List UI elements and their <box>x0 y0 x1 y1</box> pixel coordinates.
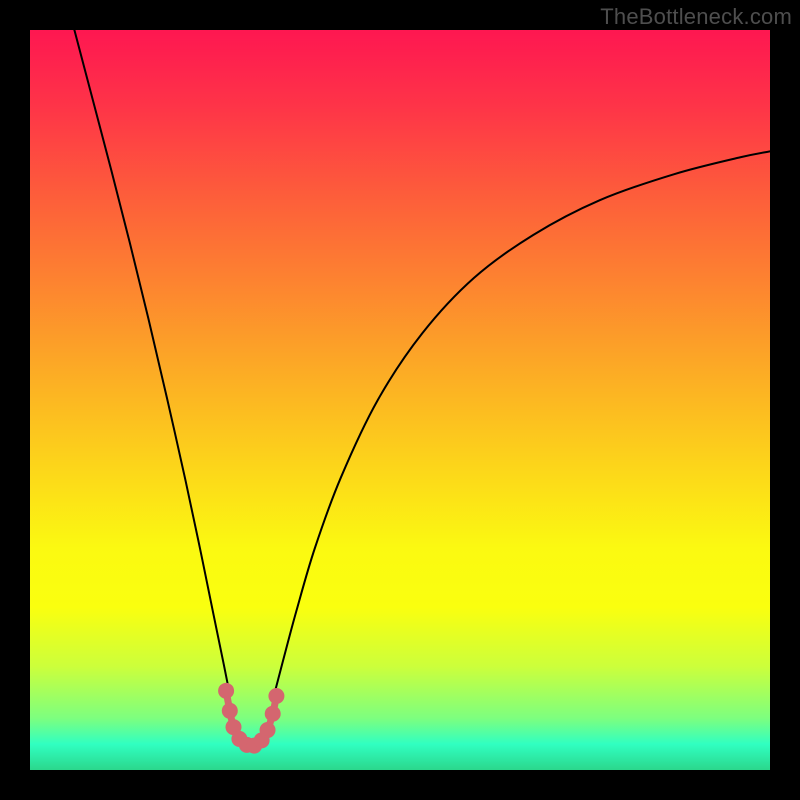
valley-marker <box>260 722 276 738</box>
gradient-background <box>30 30 770 770</box>
valley-marker <box>222 703 238 719</box>
valley-marker <box>265 706 281 722</box>
plot-area <box>30 30 770 770</box>
chart-frame: TheBottleneck.com <box>0 0 800 800</box>
valley-marker <box>268 688 284 704</box>
plot-svg <box>30 30 770 770</box>
valley-marker <box>218 683 234 699</box>
attribution-text: TheBottleneck.com <box>600 4 792 30</box>
